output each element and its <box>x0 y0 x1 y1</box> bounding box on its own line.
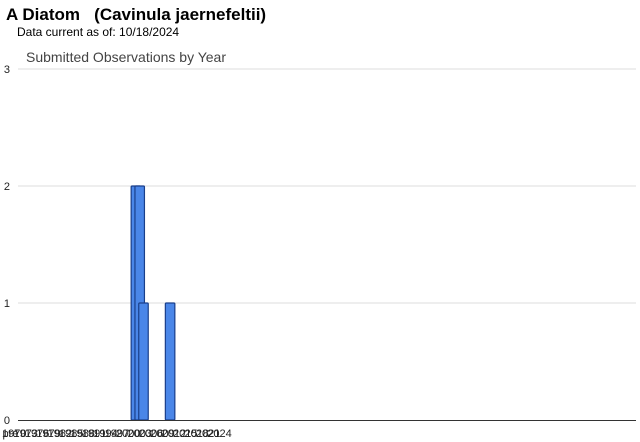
x-tick-label: 2015 <box>173 428 197 440</box>
x-tick-label: 2012 <box>162 428 186 440</box>
x-tick-label: 2018 <box>184 428 208 440</box>
x-tick-label: pre <box>3 428 19 440</box>
x-tick-label: 1988 <box>70 428 94 440</box>
y-tick-label: 2 <box>4 181 10 193</box>
x-tick-label: 1982 <box>48 428 72 440</box>
x-tick-label: 2024 <box>207 428 231 440</box>
species-title: A Diatom (Cavinula jaernefeltii) <box>6 5 267 24</box>
x-tick-label: 2021 <box>196 428 220 440</box>
header: A Diatom (Cavinula jaernefeltii) <box>6 4 266 26</box>
x-tick-label: 2009 <box>150 428 174 440</box>
x-tick-label: 1976 <box>25 428 49 440</box>
x-tick-label: 1970 <box>2 428 26 440</box>
x-tick-label: 1985 <box>59 428 83 440</box>
x-tick-label: 1997 <box>105 428 129 440</box>
x-tick-label: 1973 <box>13 428 37 440</box>
x-tick-label: 1991 <box>82 428 106 440</box>
x-tick-label: 2003 <box>127 428 151 440</box>
gridlines <box>18 68 636 304</box>
x-tick-label: 2006 <box>139 428 163 440</box>
bar-2011 <box>164 302 176 421</box>
y-tick-label: 3 <box>4 64 10 76</box>
y-tick-label: 1 <box>4 298 10 310</box>
x-axis-ticks: pre1970197319761979198219851988199119941… <box>2 428 232 440</box>
x-tick-label: 1994 <box>93 428 117 440</box>
y-axis-ticks: 0 1 2 3 <box>4 64 10 427</box>
data-current-date: Data current as of: 10/18/2024 <box>17 25 180 39</box>
x-tick-label: 2000 <box>116 428 140 440</box>
y-tick-label: 0 <box>4 415 10 427</box>
bar-2004 <box>138 302 149 421</box>
chart-title: Submitted Observations by Year <box>26 49 227 65</box>
x-tick-label: 1979 <box>36 428 60 440</box>
